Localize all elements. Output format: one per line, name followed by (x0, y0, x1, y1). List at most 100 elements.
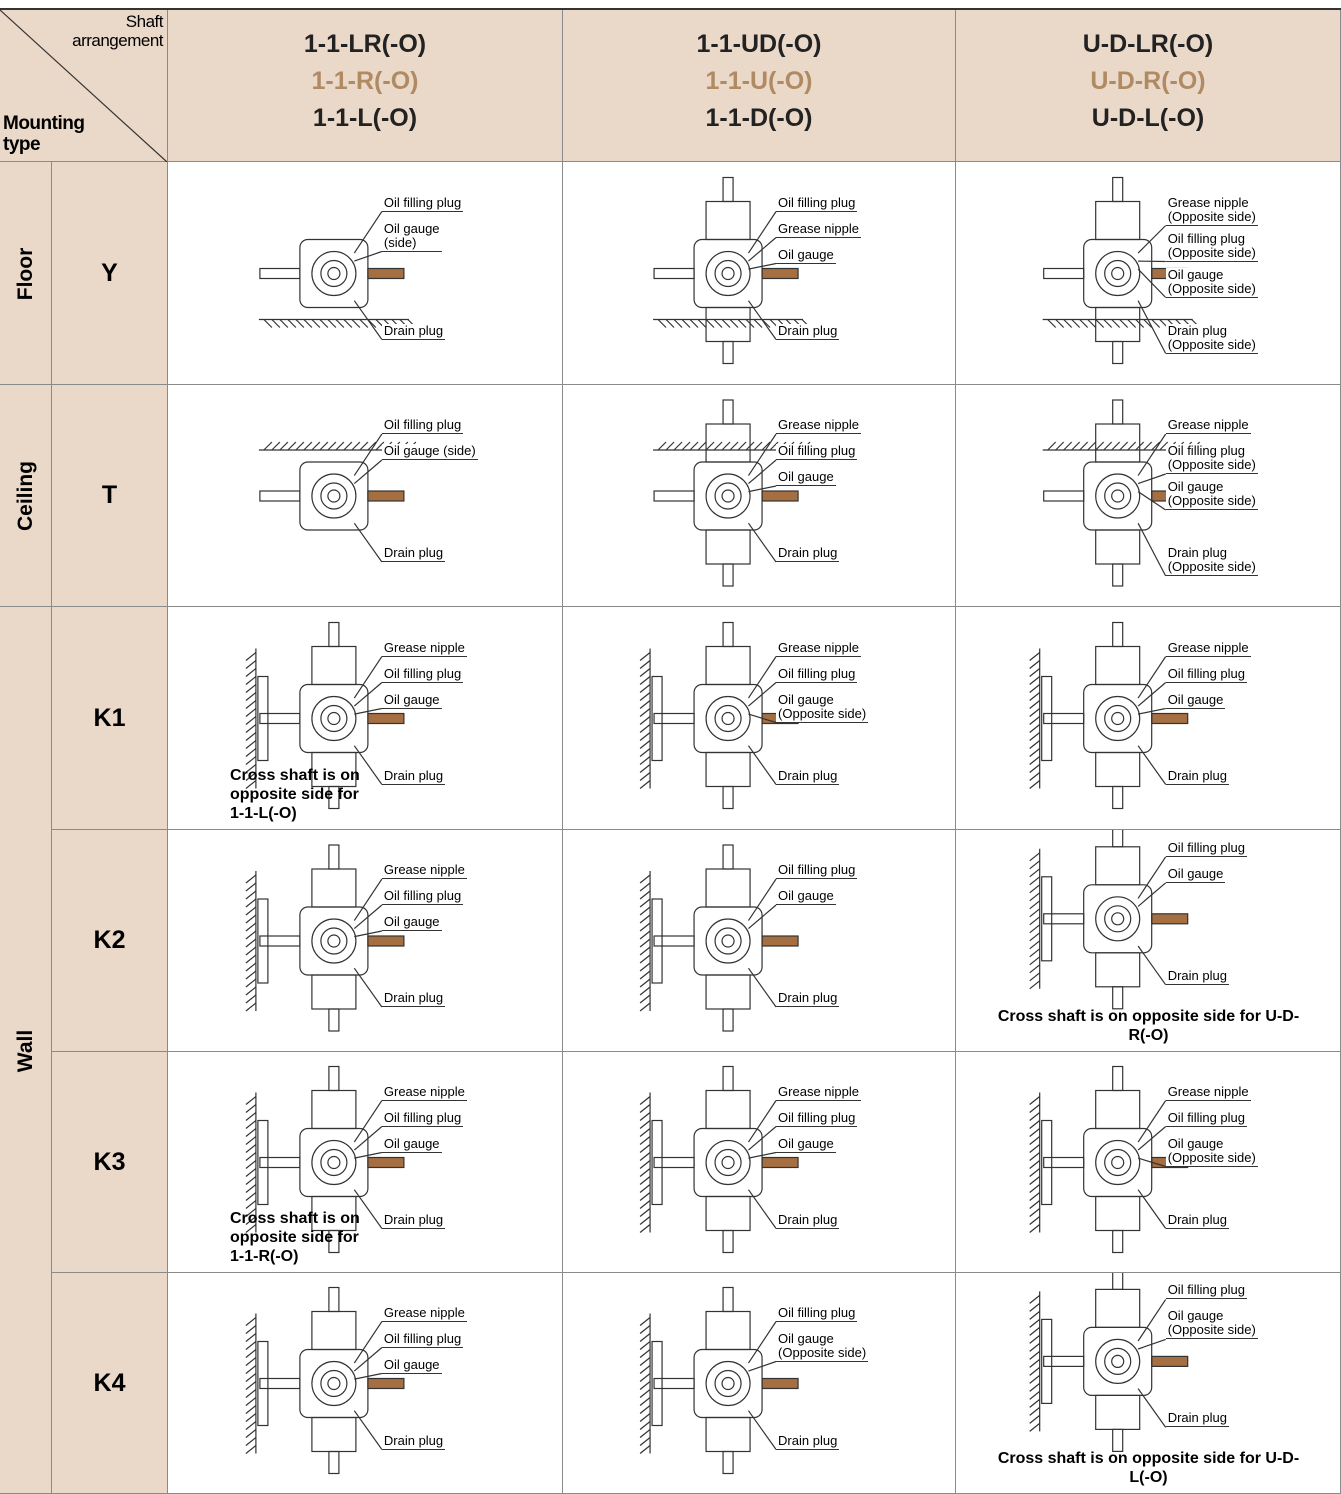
shaft (1112, 621, 1124, 648)
callout-label: Grease nipple (776, 418, 861, 434)
hatch (639, 1397, 651, 1406)
callout-label: Drain plug (381, 1212, 446, 1229)
callout-text: Drain plug (778, 1432, 838, 1448)
hatch (245, 1373, 257, 1382)
housing (705, 868, 751, 908)
body (693, 906, 763, 976)
hatch (1029, 1342, 1041, 1352)
shaft (1112, 563, 1124, 587)
hatch (279, 441, 289, 451)
hatch (1127, 441, 1137, 451)
housing (311, 1089, 357, 1130)
body (1083, 683, 1153, 754)
body (1083, 238, 1153, 309)
leader (747, 967, 777, 1008)
leader (354, 930, 383, 938)
hatch (639, 1349, 651, 1358)
hatch (1029, 1302, 1041, 1312)
hatch (1159, 441, 1169, 451)
gearbox-drawing (245, 621, 405, 810)
hatch (639, 1096, 651, 1105)
hatch (639, 1437, 651, 1446)
hatch (245, 684, 257, 693)
hatch (639, 748, 651, 757)
hatch (1029, 956, 1041, 966)
gearbox-drawing (258, 211, 417, 340)
housing (311, 868, 357, 908)
hatch (1029, 884, 1041, 894)
leader (353, 433, 383, 476)
hatch (1029, 1144, 1041, 1153)
hatch (245, 1096, 257, 1105)
shaft (259, 935, 301, 947)
callout-text: Grease nipple (383, 1304, 465, 1320)
boss (1095, 250, 1141, 297)
shaft (653, 712, 695, 725)
callout-label: Oil gauge (Opposite side) (1165, 1309, 1258, 1340)
shaft-label: Shaft arrangement (72, 12, 163, 50)
callout-text: Grease nipple (383, 1083, 465, 1099)
callout-label: Oil filling plug (381, 194, 464, 212)
hatch (639, 652, 651, 661)
callout-text: Oil gauge (1167, 1135, 1224, 1151)
hatch (1029, 1160, 1041, 1169)
hatch (359, 441, 369, 451)
shaft (1043, 1355, 1085, 1368)
hatch (639, 930, 651, 940)
housing (1095, 645, 1141, 686)
callout-label: Drain plug (776, 1212, 840, 1229)
bore (327, 489, 341, 503)
callout-text: Oil filling plug (778, 1109, 856, 1125)
hatch (729, 441, 739, 451)
hatch (245, 1112, 257, 1121)
hatch (1047, 319, 1057, 328)
drawing-cell: Grease nipple Oil filling plug Oil gauge Dr… (563, 1052, 956, 1273)
leader (353, 1321, 383, 1364)
mount-code: Y (101, 258, 118, 287)
hatch (1029, 1310, 1041, 1320)
bore (320, 1369, 348, 1398)
flange (1041, 876, 1053, 962)
hatch (1029, 1334, 1041, 1344)
hatch (1029, 1414, 1041, 1424)
shaft (653, 1156, 695, 1169)
drawing-cell: Grease nipple Oil filling plug (Opposite s… (956, 385, 1341, 607)
hatch (245, 668, 257, 677)
callout-label: Drain plug (381, 1433, 446, 1450)
leader (1137, 656, 1167, 699)
housing (311, 974, 357, 1010)
callout-text: Drain plug (383, 767, 444, 783)
bore (1104, 259, 1132, 288)
hatch (245, 700, 257, 709)
mount-code: K1 (93, 703, 126, 732)
callout-text: Oil filling plug (383, 194, 462, 210)
leader (353, 878, 383, 921)
callout-text: Drain plug (778, 767, 838, 783)
gearbox-drawing (245, 1065, 405, 1254)
hatch (245, 986, 257, 996)
callout-text: Grease nipple (778, 639, 859, 655)
cross-shaft-note: Cross shaft is on opposite side for 1-1-… (230, 1210, 360, 1265)
shaft (722, 844, 734, 870)
boss (705, 1360, 751, 1407)
hatch (245, 1381, 257, 1390)
flange (257, 1119, 269, 1206)
callout-label: Drain plug (Opposite side) (1165, 323, 1258, 354)
shaft (1112, 830, 1124, 848)
callout-label: Oil gauge (Opposite side) (1165, 480, 1258, 510)
callout-label: Oil filling plug (776, 195, 858, 212)
shaft (1112, 176, 1124, 203)
hatch (287, 441, 297, 451)
callout-sub: (side) (383, 234, 417, 250)
hatch (263, 319, 273, 328)
callout-label: Drain plug (776, 546, 840, 562)
mount-code-cell: Y (52, 162, 168, 385)
hatch (245, 1389, 257, 1398)
leader (748, 682, 777, 707)
hatch (1029, 1136, 1041, 1145)
hatch (263, 441, 273, 451)
group-cell: Wall (0, 607, 52, 1494)
callout-text: Oil gauge (778, 246, 834, 262)
callout-text: Oil gauge (383, 1135, 440, 1151)
callout-label: Oil filling plug (776, 666, 858, 683)
